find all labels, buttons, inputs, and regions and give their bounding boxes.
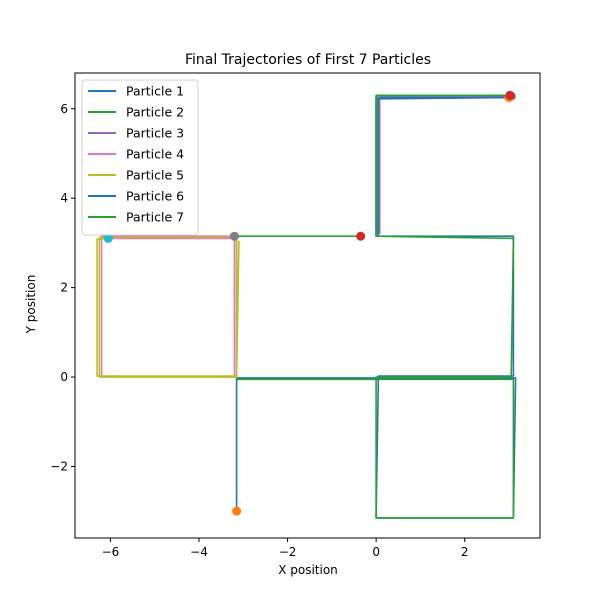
y-tick-label: 2	[60, 281, 68, 295]
legend-label: Particle 3	[126, 126, 184, 141]
y-tick-label: 0	[60, 370, 68, 384]
x-tick-label: 0	[372, 545, 380, 559]
x-tick-label: −6	[102, 545, 120, 559]
legend-label: Particle 6	[126, 189, 184, 204]
series-line-particle-1	[235, 96, 517, 519]
end-marker-particle-2	[356, 231, 366, 241]
legend-label: Particle 1	[126, 84, 184, 99]
y-axis-label: Y position	[24, 275, 38, 335]
end-marker-particle-1	[232, 506, 242, 516]
x-axis-label: X position	[278, 563, 338, 577]
x-tick-label: −2	[279, 545, 297, 559]
series-line-particle-7	[376, 94, 510, 235]
legend-label: Particle 5	[126, 168, 184, 183]
legend: Particle 1 Particle 2 Particle 3 Particle 4…	[81, 79, 199, 236]
x-tick-label: 2	[461, 545, 469, 559]
y-tick-label: −2	[50, 459, 68, 473]
plot-area: −6 −4 −2 0 2 −2 0 2 4 6	[50, 72, 541, 559]
end-marker-particle-7	[505, 90, 515, 100]
y-tick-label: 6	[60, 102, 68, 116]
y-tick-label: 4	[60, 191, 68, 205]
legend-label: Particle 2	[126, 105, 184, 120]
chart-title: Final Trajectories of First 7 Particles	[185, 52, 431, 68]
end-marker-particle-4	[229, 231, 239, 241]
series-line-particle-6	[375, 96, 510, 237]
x-tick-label: −4	[190, 545, 208, 559]
legend-label: Particle 4	[126, 147, 184, 162]
axes-frame	[74, 72, 541, 539]
end-marker-particle-5	[103, 233, 113, 243]
legend-label: Particle 7	[126, 210, 184, 225]
